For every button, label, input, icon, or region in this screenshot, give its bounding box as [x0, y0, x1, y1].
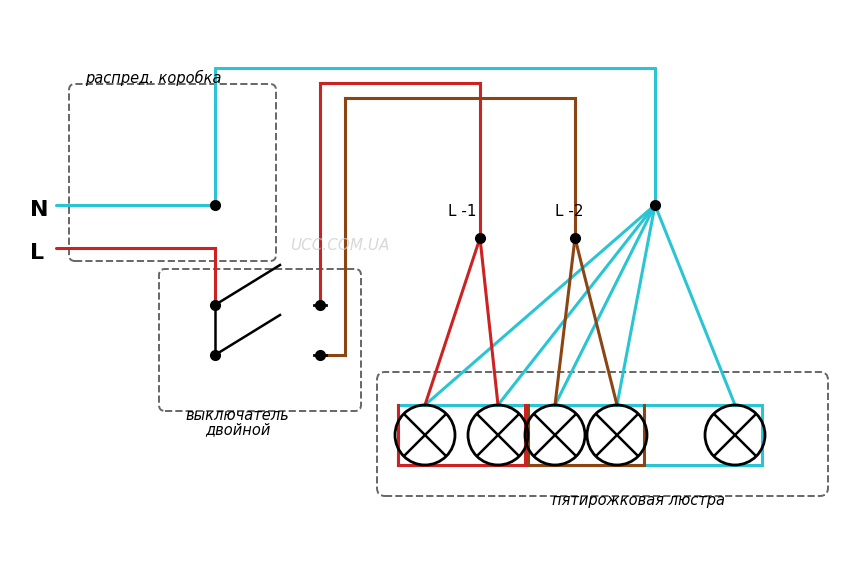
Text: выключатель: выключатель: [185, 408, 288, 423]
Text: двойной: двойной: [205, 422, 271, 437]
Text: L -1: L -1: [448, 204, 477, 219]
Text: пятирожковая люстра: пятирожковая люстра: [552, 493, 725, 508]
Text: N: N: [30, 200, 49, 220]
Text: L -2: L -2: [555, 204, 584, 219]
Text: UCC.COM.UA: UCC.COM.UA: [290, 238, 390, 253]
Text: распред. коробка: распред. коробка: [85, 70, 221, 86]
Text: L: L: [30, 243, 44, 263]
